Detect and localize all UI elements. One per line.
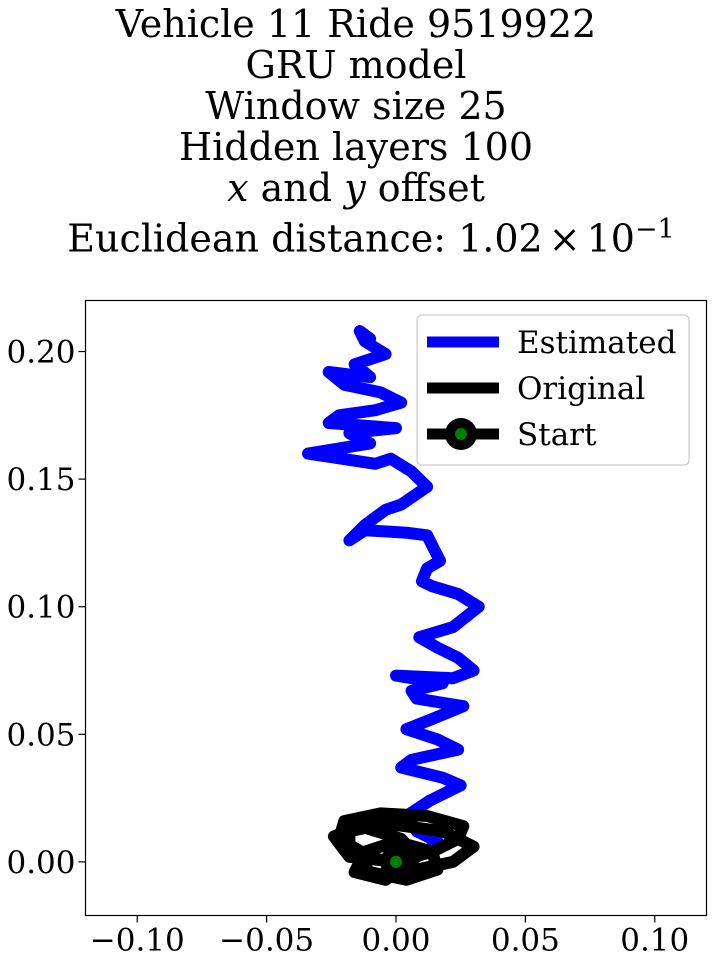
series-layer: [302, 325, 485, 886]
series-line-estimated: [302, 325, 485, 868]
title-line-window: Window size 25: [205, 84, 507, 128]
title-line-distance: Euclidean distance: 1.02 × 10−1: [0, 209, 712, 260]
x-tick-label: −0.10: [90, 923, 185, 959]
legend-label-estimated: Estimated: [517, 325, 676, 361]
x-tick-label: 0.05: [491, 923, 560, 959]
y-axis: 0.00 0.05 0.10 0.15 0.20: [6, 335, 86, 881]
y-tick-label: 0.05: [6, 717, 75, 753]
title-line-offset: x and y offset: [0, 168, 712, 209]
title-line-model: GRU model: [245, 43, 467, 87]
y-tick-label: 0.20: [6, 335, 75, 371]
y-tick-label: 0.00: [6, 845, 75, 881]
chart-title: Vehicle 11 Ride 9519922 GRU model Window…: [0, 0, 712, 260]
distance-exponent: −1: [634, 214, 675, 245]
distance-base: 10: [586, 216, 635, 261]
title-offset-word: offset: [365, 166, 485, 210]
x-tick-label: −0.05: [219, 923, 314, 959]
legend: Estimated Original Start: [416, 314, 690, 466]
y-tick-label: 0.10: [6, 590, 75, 626]
series-line-original: [327, 807, 480, 886]
y-tick-label: 0.15: [6, 462, 75, 498]
legend-label-original: Original: [517, 371, 645, 407]
x-tick-label: 0.10: [620, 923, 689, 959]
title-var-x: x: [227, 166, 249, 210]
legend-box: [416, 314, 690, 466]
start-marker-center: [390, 855, 402, 868]
distance-times: ×: [548, 216, 581, 261]
distance-mantissa: 1.02: [458, 216, 543, 261]
title-joiner: and: [248, 166, 345, 210]
title-line-vehicle: Vehicle 11 Ride 9519922: [115, 2, 597, 46]
legend-marker-start-center: [455, 428, 467, 440]
title-var-y: y: [344, 166, 366, 210]
distance-label: Euclidean distance:: [67, 216, 459, 261]
x-tick-label: 0.00: [361, 923, 430, 959]
title-line-hidden: Hidden layers 100: [178, 125, 534, 169]
x-axis: −0.10 −0.05 0.00 0.05 0.10: [90, 915, 689, 959]
legend-label-start: Start: [517, 417, 597, 453]
